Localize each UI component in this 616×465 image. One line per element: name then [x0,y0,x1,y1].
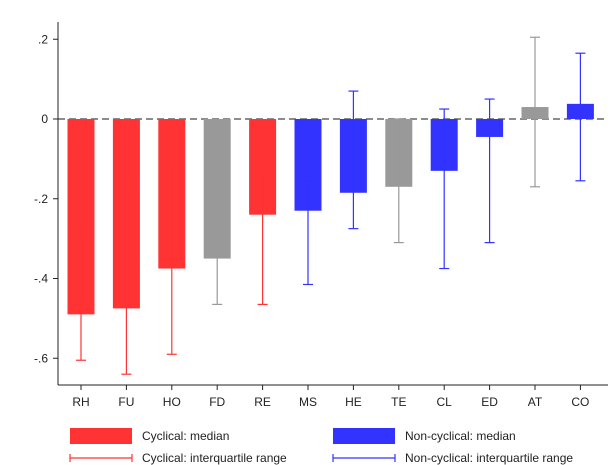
y-tick-label: -.6 [34,351,48,365]
x-tick-label-cl: CL [437,395,453,409]
legend-label-cyclical-median: Cyclical: median [142,429,229,443]
y-tick-label: -.2 [34,192,48,206]
axes-group: .2 0 -.2 -.4 -.6 RH FU HO FD RE MS HE TE CL ED AT CO [34,22,608,409]
x-tick-label-ho: HO [163,395,181,409]
legend-swatch-non-cyclical-median [333,428,395,444]
x-tick-label-fd: FD [209,395,225,409]
x-tick-label-ed: ED [481,395,498,409]
whiskers-group [76,36,586,375]
x-tick-label-re: RE [254,395,271,409]
bars-group [67,103,594,315]
x-tick-label-at: AT [528,395,543,409]
x-tick-label-ms: MS [299,395,317,409]
x-tick-label-rh: RH [72,395,89,409]
x-tick-label-te: TE [391,395,406,409]
legend: Cyclical: median Non-cyclical: median Cycl… [69,428,573,465]
legend-label-non-cyclical-interquartile-range: Non-cyclical: interquartile range [405,451,573,465]
y-tick-label: .2 [38,32,48,46]
x-tick-label-co: CO [571,395,589,409]
legend-swatch-cyclical-median [70,428,132,444]
y-tick-label: -.4 [34,272,48,286]
legend-label-non-cyclical-median: Non-cyclical: median [405,429,516,443]
y-tick-label: 0 [41,112,48,126]
legend-label-cyclical-interquartile-range: Cyclical: interquartile range [142,451,287,465]
x-tick-label-he: HE [345,395,362,409]
x-tick-label-fu: FU [118,395,134,409]
